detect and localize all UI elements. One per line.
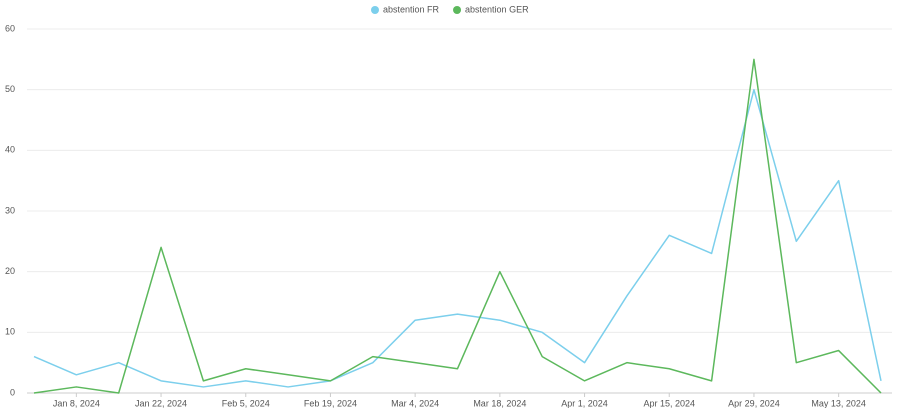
legend-label: abstention FR: [383, 4, 440, 14]
y-tick-label: 30: [5, 205, 15, 215]
y-tick-label: 60: [5, 23, 15, 33]
x-tick-label: Feb 5, 2024: [222, 398, 270, 408]
y-tick-label: 50: [5, 84, 15, 94]
x-tick-label: Mar 18, 2024: [473, 398, 526, 408]
y-tick-label: 40: [5, 145, 15, 155]
y-tick-label: 20: [5, 266, 15, 276]
x-tick-label: Jan 8, 2024: [53, 398, 100, 408]
x-tick-label: Apr 29, 2024: [728, 398, 780, 408]
x-tick-label: Mar 4, 2024: [391, 398, 439, 408]
x-tick-label: Jan 22, 2024: [135, 398, 187, 408]
legend-marker: [371, 6, 379, 14]
x-tick-label: Apr 1, 2024: [561, 398, 608, 408]
series-line: [33, 88, 882, 388]
series-line: [33, 58, 882, 394]
x-tick-label: Feb 19, 2024: [304, 398, 357, 408]
y-tick-label: 10: [5, 327, 15, 337]
legend-marker: [453, 6, 462, 14]
legend-label: abstention GER: [465, 4, 529, 14]
x-tick-label: May 13, 2024: [811, 398, 866, 408]
y-tick-label: 0: [10, 387, 15, 397]
x-tick-label: Apr 15, 2024: [643, 398, 695, 408]
